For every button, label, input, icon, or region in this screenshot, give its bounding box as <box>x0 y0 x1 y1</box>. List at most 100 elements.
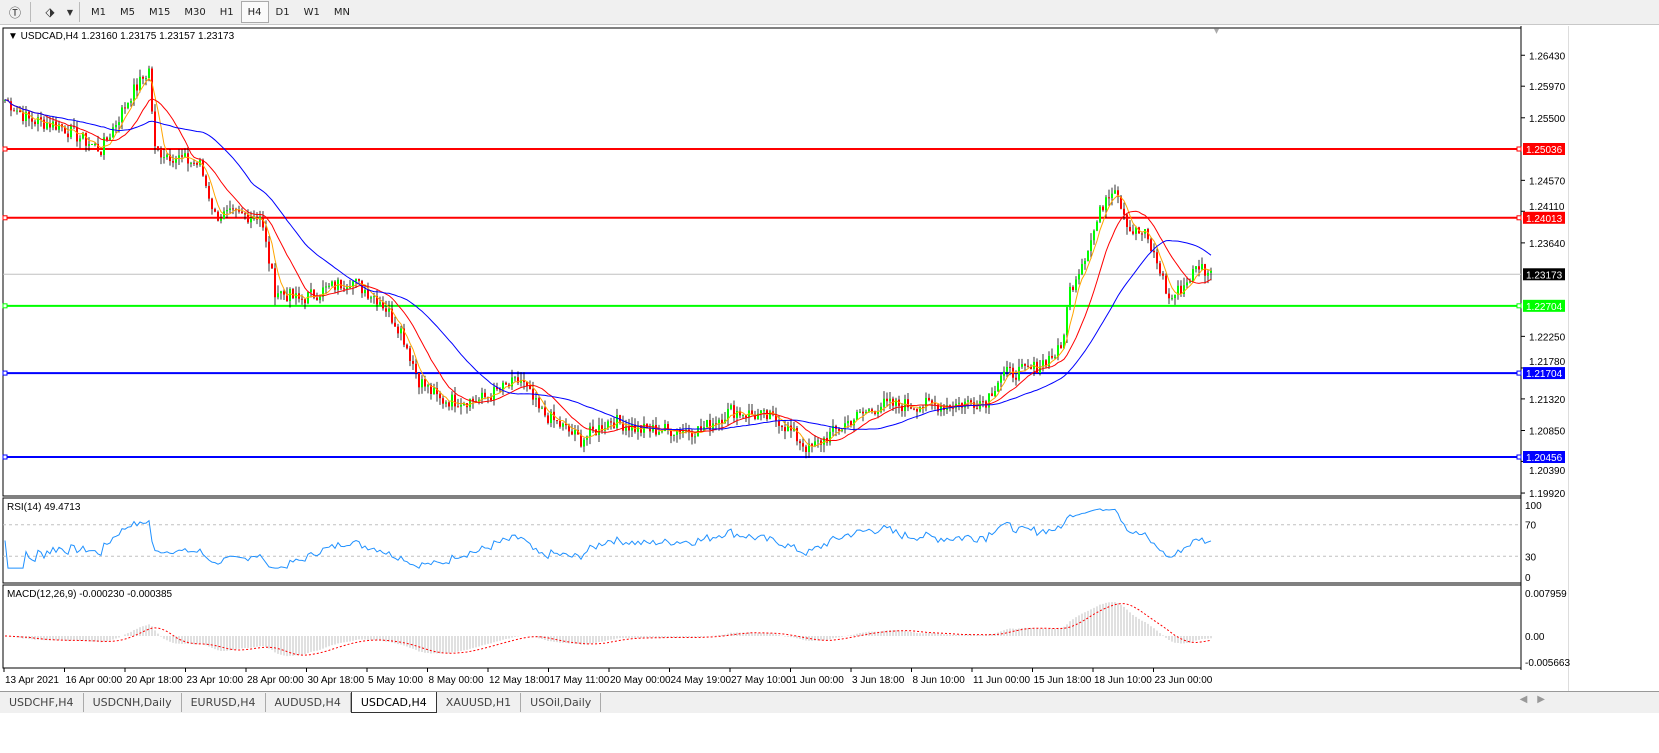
timeframe-w1[interactable]: W1 <box>303 6 320 18</box>
candle <box>622 422 624 431</box>
hline-price-badge <box>1523 143 1565 155</box>
timeframe-h1[interactable]: H1 <box>219 6 234 18</box>
candle <box>667 424 669 429</box>
line-handle[interactable] <box>1516 454 1522 460</box>
candle <box>391 308 393 323</box>
candle <box>1141 233 1143 235</box>
candle <box>109 137 111 140</box>
candle <box>421 379 423 388</box>
candle <box>46 123 48 129</box>
timeframe-m30[interactable]: M30 <box>184 6 206 18</box>
candle <box>1063 335 1065 349</box>
candle <box>1123 208 1125 215</box>
tab-usdcad-h4[interactable]: USDCAD,H4 <box>350 692 437 713</box>
candle <box>1081 264 1083 275</box>
line-handle[interactable] <box>2 370 8 376</box>
candle <box>952 407 954 409</box>
price-tick-label: 1.19920 <box>1529 489 1566 500</box>
candle <box>439 394 441 399</box>
candle <box>856 411 858 420</box>
candle <box>562 423 564 427</box>
line-handle[interactable] <box>1516 370 1522 376</box>
candle <box>547 415 549 423</box>
candle <box>88 144 90 146</box>
price-chart[interactable]: ▼ USDCAD,H4 1.23160 1.23175 1.23157 1.23… <box>0 26 1659 691</box>
price-tick-label: 1.23640 <box>1529 239 1566 250</box>
time-axis-label: 30 Apr 18:00 <box>308 675 365 686</box>
line-handle[interactable] <box>1516 215 1522 221</box>
candle <box>742 414 744 416</box>
dropdown-icon[interactable]: ▼ <box>66 7 74 17</box>
tab-xauusd-h1[interactable]: XAUUSD,H1 <box>437 693 522 712</box>
candle <box>625 426 627 431</box>
time-axis-label: 16 Apr 00:00 <box>66 675 123 686</box>
tab-usdcnh-daily[interactable]: USDCNH,Daily <box>84 693 182 712</box>
candle <box>556 420 558 422</box>
price-tick-label: 1.20390 <box>1529 466 1566 477</box>
candle <box>1210 270 1212 273</box>
candle <box>208 185 210 199</box>
candle <box>1120 196 1122 209</box>
candle <box>127 102 129 109</box>
candle <box>328 285 330 287</box>
candle <box>682 431 684 434</box>
candle <box>388 308 390 312</box>
line-handle[interactable] <box>2 146 8 152</box>
timeframe-d1[interactable]: D1 <box>275 6 290 18</box>
arrows-icon[interactable]: ⬗ <box>45 5 55 19</box>
candle <box>1075 279 1077 291</box>
candle <box>1198 266 1200 270</box>
line-handle[interactable] <box>2 215 8 221</box>
hline-price-label: 1.22704 <box>1526 302 1563 313</box>
candle <box>658 432 660 435</box>
shift-marker-icon[interactable]: ▾ <box>1214 26 1219 37</box>
candle <box>736 410 738 418</box>
candle <box>430 385 432 394</box>
timeframe-m1[interactable]: M1 <box>91 6 106 18</box>
candle <box>250 217 252 223</box>
candle <box>943 405 945 411</box>
candle <box>781 425 783 428</box>
candle <box>994 391 996 396</box>
candle <box>313 289 315 298</box>
candle <box>1018 366 1020 380</box>
candle <box>499 389 501 391</box>
candle <box>850 420 852 426</box>
tab-usoil-daily[interactable]: USOil,Daily <box>521 693 602 712</box>
candle <box>1093 230 1095 241</box>
candle <box>277 293 279 298</box>
candle <box>400 328 402 334</box>
candle <box>862 411 864 414</box>
candle <box>172 161 174 163</box>
tab-audusd-h4[interactable]: AUDUSD,H4 <box>266 693 351 712</box>
line-handle[interactable] <box>2 454 8 460</box>
line-handle[interactable] <box>1516 303 1522 309</box>
tab-eurusd-h4[interactable]: EURUSD,H4 <box>182 693 266 712</box>
timeframe-mn[interactable]: MN <box>333 6 350 18</box>
timeframe-h4[interactable]: H4 <box>240 1 269 23</box>
candle <box>1084 260 1086 265</box>
candle <box>709 420 711 430</box>
time-axis-label: 5 May 10:00 <box>368 675 423 686</box>
time-axis-label: 8 May 00:00 <box>429 675 484 686</box>
candle <box>976 407 978 409</box>
candle <box>64 127 66 134</box>
candle <box>886 398 888 402</box>
timeframe-m15[interactable]: M15 <box>149 6 171 18</box>
tab-scroll-arrows[interactable]: ◀▶ <box>1519 694 1555 705</box>
line-handle[interactable] <box>1516 146 1522 152</box>
candle <box>118 122 120 126</box>
chart-canvas[interactable]: ▼ USDCAD,H4 1.23160 1.23175 1.23157 1.23… <box>0 26 1659 691</box>
candle <box>700 426 702 431</box>
line-handle[interactable] <box>2 303 8 309</box>
candle <box>166 154 168 158</box>
tab-usdchf-h4[interactable]: USDCHF,H4 <box>0 693 84 712</box>
candle <box>889 398 891 402</box>
candle <box>1000 375 1002 383</box>
candle <box>223 211 225 219</box>
timeframe-m5[interactable]: M5 <box>120 6 135 18</box>
price-tick-label: 1.25970 <box>1529 82 1566 93</box>
candle <box>529 385 531 390</box>
candle <box>808 443 810 453</box>
text-icon[interactable]: Ⓣ <box>8 5 21 20</box>
